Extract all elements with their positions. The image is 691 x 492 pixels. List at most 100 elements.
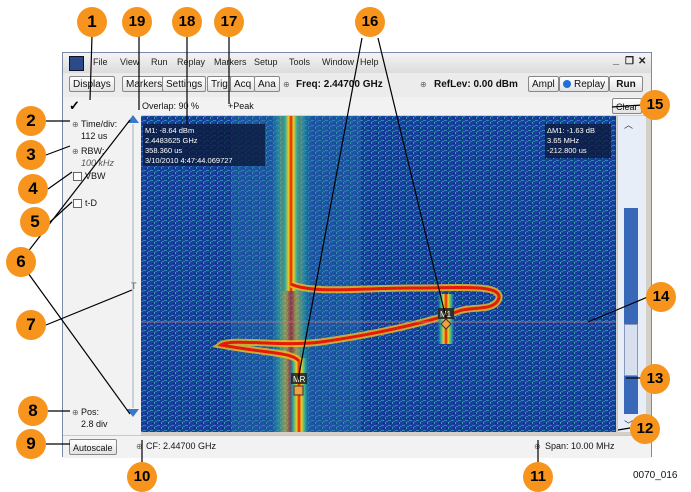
callout-14: 14 [646, 282, 676, 312]
leader-14 [587, 295, 651, 323]
time-div-label: Time/div: [81, 119, 118, 129]
callout-3: 3 [16, 140, 46, 170]
callout-15: 15 [640, 90, 670, 120]
callout-5: 5 [20, 207, 50, 237]
leader-3 [45, 145, 71, 156]
time-div-value[interactable]: 112 us [81, 131, 108, 141]
callout-6: 6 [6, 247, 36, 277]
vbw-checkbox[interactable] [73, 172, 82, 181]
run-button[interactable]: Run [609, 76, 643, 92]
leader-16a [377, 37, 447, 319]
center-frequency-readout[interactable]: CF: 2.44700 GHz [146, 441, 217, 451]
marker-mr-symbol [293, 385, 304, 396]
leader-7 [45, 289, 133, 326]
menu-tools[interactable]: Tools [289, 57, 311, 67]
rbw-label: RBW: [81, 146, 105, 156]
leader-6a [19, 119, 131, 263]
marker-readout-line2: 2.4483625 GHz [145, 136, 198, 145]
ampl-button[interactable]: Ampl [528, 76, 559, 92]
menu-run[interactable]: Run [151, 57, 168, 67]
marker-readout-line1: M1: -8.64 dBm [145, 126, 194, 135]
marker-m1-label-box [438, 308, 454, 319]
marker-readout-line4: 3/10/2010 4:47:44.069727 [145, 156, 233, 165]
spectrogram-display[interactable]: MR M1 M1: -8.64 dBm 2.4483625 GHz 358.36… [141, 116, 616, 432]
marker-mr-label-box [291, 373, 307, 384]
restore-button[interactable]: ❐ [625, 56, 634, 67]
markers-button[interactable]: Markers [122, 76, 167, 92]
menu-replay[interactable]: Replay [177, 57, 206, 67]
callout-10: 10 [127, 462, 157, 492]
frequency-bar: Autoscale ⊕ CF: 2.44700 GHz ⊕ Span: 10.0… [63, 435, 651, 458]
menu-help[interactable]: Help [360, 57, 379, 67]
callout-4: 4 [18, 174, 48, 204]
display-status-row: ✓ Overlap: 90 % +Peak Clear [63, 97, 651, 115]
replay-button[interactable]: Replay [559, 76, 610, 92]
menu-view[interactable]: View [120, 57, 140, 67]
frequency-readout[interactable]: Freq: 2.44700 GHz [296, 79, 383, 90]
scroll-up-icon[interactable]: ︿ [624, 120, 634, 130]
freq-knob-icon[interactable]: ⊕ [283, 80, 290, 89]
marker-readout-line3: 358.360 us [145, 146, 182, 155]
delta-readout-box [545, 124, 611, 158]
check-icon: ✓ [69, 98, 80, 113]
span-readout[interactable]: Span: 10.00 MHz [545, 441, 615, 451]
callout-16: 16 [355, 7, 385, 37]
leader-12 [617, 427, 631, 431]
rbw-knob-icon[interactable]: ⊕ [72, 147, 79, 156]
marker-m1[interactable]: M1 [438, 308, 454, 330]
ana-button[interactable]: Ana [254, 76, 280, 92]
menu-markers[interactable]: Markers [214, 57, 247, 67]
marker-mr-label: MR [293, 375, 306, 384]
pos-value[interactable]: 2.8 div [81, 419, 108, 429]
callout-17: 17 [214, 7, 244, 37]
delta-readout-line3: -212.800 us [547, 146, 587, 155]
marker-mr[interactable]: MR [291, 373, 307, 396]
settings-button[interactable]: Settings [162, 76, 207, 92]
callout-12: 12 [630, 414, 660, 444]
leader-6b [19, 261, 131, 415]
trigger-level-marker: T [131, 281, 137, 291]
span-knob-icon[interactable]: ⊕ [534, 442, 541, 451]
callout-13: 13 [640, 364, 670, 394]
callout-7: 7 [16, 310, 46, 340]
overlap-readout: Overlap: 90 % [142, 101, 200, 111]
callout-9: 9 [16, 429, 46, 459]
callout-18: 18 [172, 7, 202, 37]
pos-label: Pos: [81, 407, 100, 417]
position-down-arrow-icon[interactable] [127, 409, 139, 417]
marker-m1-symbol [440, 318, 452, 330]
replay-label: Replay [574, 79, 606, 90]
reference-level-readout[interactable]: RefLev: 0.00 dBm [434, 79, 518, 90]
leader-4 [47, 171, 73, 190]
reflev-knob-icon[interactable]: ⊕ [420, 80, 427, 89]
callout-19: 19 [122, 7, 152, 37]
settings-panel: ⊕ Time/div: 112 us ⊕ RBW: 100 kHz VBW t-… [63, 115, 141, 435]
callout-11: 11 [523, 462, 553, 492]
cf-knob-icon[interactable]: ⊕ [136, 442, 143, 451]
menu-setup[interactable]: Setup [254, 57, 278, 67]
displays-button[interactable]: Displays [69, 76, 115, 92]
callout-2: 2 [16, 106, 46, 136]
td-checkbox[interactable] [73, 199, 82, 208]
marker-readout-box [143, 124, 265, 166]
time-div-knob-icon[interactable]: ⊕ [72, 120, 79, 129]
scroll-down-icon[interactable]: ﹀ [624, 420, 634, 430]
menu-window[interactable]: Window [322, 57, 355, 67]
position-up-arrow-icon[interactable] [127, 115, 139, 123]
leader-16b [297, 37, 363, 381]
autoscale-button[interactable]: Autoscale [69, 439, 117, 455]
leader-15 [611, 104, 643, 108]
scroll-thumb[interactable] [624, 324, 638, 376]
minimize-button[interactable]: _ [613, 54, 620, 66]
rbw-value[interactable]: 100 kHz [81, 158, 115, 168]
menu-file[interactable]: File [93, 57, 108, 67]
vbw-label: VBW [85, 171, 106, 181]
callout-1: 1 [77, 7, 107, 37]
td-label: t-D [85, 198, 97, 208]
carrier-band [281, 116, 301, 291]
close-button[interactable]: ✕ [638, 56, 647, 67]
pos-knob-icon[interactable]: ⊕ [72, 408, 79, 417]
delta-readout-line1: ΔM1: -1.63 dB [547, 126, 595, 135]
leader-1 [89, 35, 93, 101]
